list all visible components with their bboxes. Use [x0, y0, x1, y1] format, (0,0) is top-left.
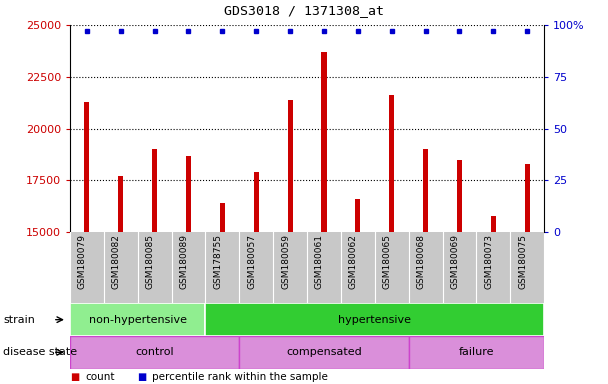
- Text: GSM180073: GSM180073: [485, 235, 493, 290]
- Bar: [186, 156, 191, 232]
- Text: GSM180057: GSM180057: [247, 235, 256, 290]
- Text: GSM180089: GSM180089: [179, 235, 188, 290]
- Text: percentile rank within the sample: percentile rank within the sample: [152, 372, 328, 382]
- Text: compensated: compensated: [286, 347, 362, 358]
- Bar: [220, 203, 225, 232]
- Bar: [409, 336, 544, 369]
- Bar: [70, 303, 206, 336]
- Text: ■: ■: [137, 372, 146, 382]
- Bar: [118, 176, 123, 232]
- Text: GSM180082: GSM180082: [112, 235, 121, 289]
- Bar: [525, 164, 530, 232]
- Bar: [70, 336, 240, 369]
- Text: GSM180085: GSM180085: [145, 235, 154, 290]
- Bar: [457, 160, 462, 232]
- Bar: [491, 216, 496, 232]
- Bar: [206, 303, 544, 336]
- Text: GSM180062: GSM180062: [349, 235, 358, 289]
- Text: GSM180068: GSM180068: [416, 235, 426, 290]
- Bar: [85, 102, 89, 232]
- Bar: [355, 199, 361, 232]
- Text: GSM180059: GSM180059: [281, 235, 290, 290]
- Text: count: count: [85, 372, 115, 382]
- Text: non-hypertensive: non-hypertensive: [89, 314, 187, 325]
- Bar: [254, 172, 259, 232]
- Text: GSM180069: GSM180069: [451, 235, 460, 290]
- Text: strain: strain: [3, 314, 35, 325]
- Text: control: control: [136, 347, 174, 358]
- Bar: [423, 149, 428, 232]
- Text: GSM180065: GSM180065: [382, 235, 392, 290]
- Text: disease state: disease state: [3, 347, 77, 358]
- Text: GSM180061: GSM180061: [315, 235, 324, 290]
- Bar: [152, 149, 157, 232]
- Text: GSM180079: GSM180079: [78, 235, 87, 290]
- Text: ■: ■: [70, 372, 79, 382]
- Text: GSM178755: GSM178755: [213, 235, 223, 290]
- Text: failure: failure: [458, 347, 494, 358]
- Text: GDS3018 / 1371308_at: GDS3018 / 1371308_at: [224, 4, 384, 17]
- Text: hypertensive: hypertensive: [338, 314, 411, 325]
- Bar: [288, 99, 292, 232]
- Bar: [389, 96, 394, 232]
- Bar: [322, 52, 326, 232]
- Bar: [240, 336, 409, 369]
- Text: GSM180075: GSM180075: [518, 235, 527, 290]
